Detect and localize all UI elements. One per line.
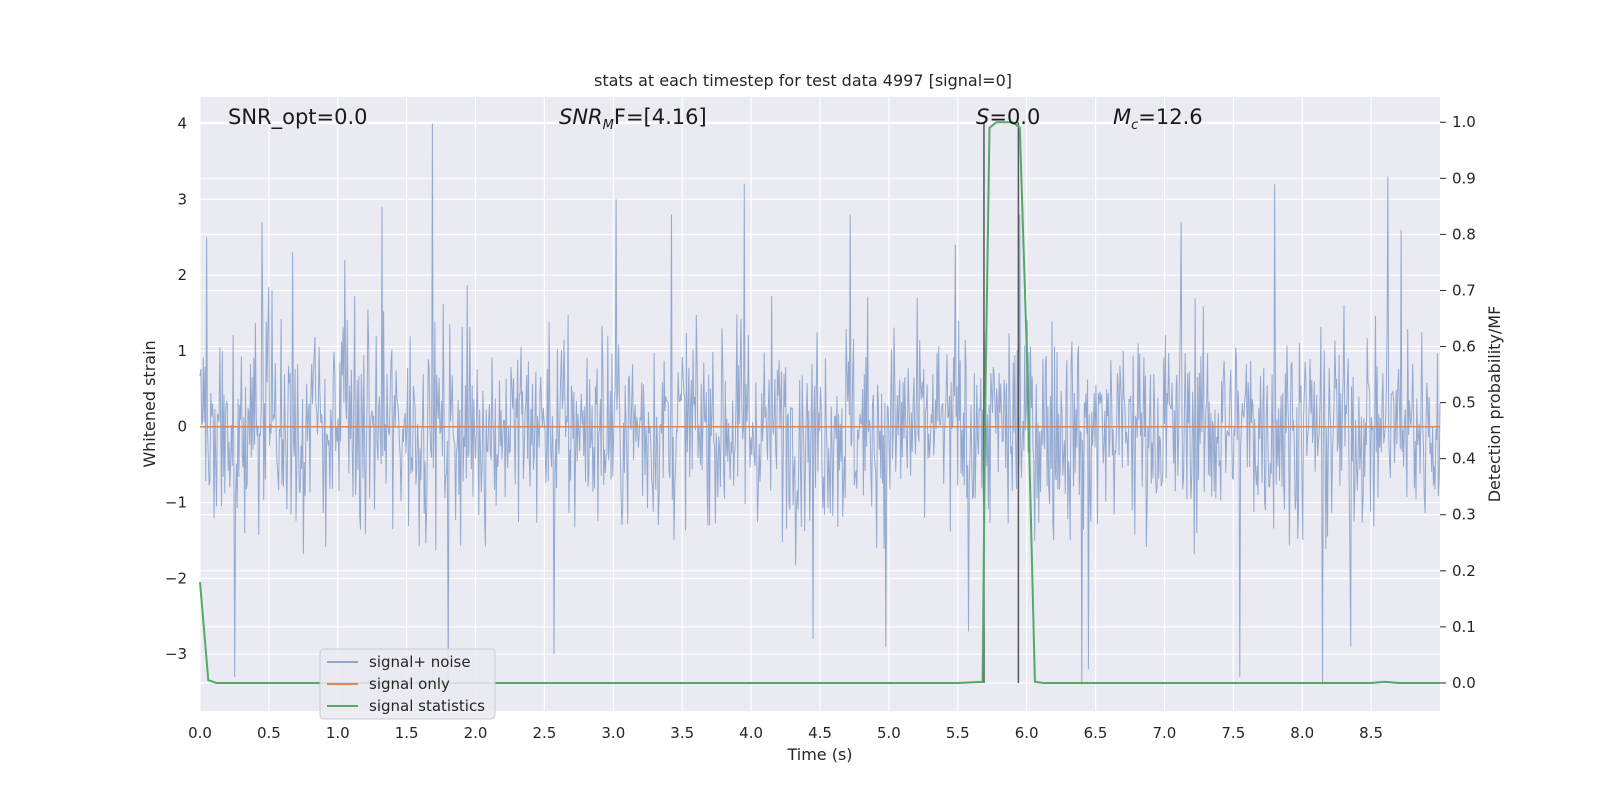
x-ticks: 0.0 0.5 1.0 1.5 2.0 2.5 3.0 3.5 4.0 4.5 5.0 5.5 6.0 6… xyxy=(188,724,1383,742)
y-tick-label: 0 xyxy=(177,418,187,436)
x-tick-label: 0.0 xyxy=(188,724,212,742)
x-tick-label: 6.5 xyxy=(1084,724,1108,742)
x-tick-label: 8.0 xyxy=(1290,724,1314,742)
y-tick-label: −1 xyxy=(165,494,187,512)
legend-label-statistics: signal statistics xyxy=(369,697,485,715)
y2-tick-label: 0.8 xyxy=(1452,225,1476,243)
x-tick-label: 2.0 xyxy=(464,724,488,742)
annotation-s-rest: =0.0 xyxy=(989,105,1040,129)
annotation-snr-opt: SNR_opt=0.0 xyxy=(228,105,368,130)
signal-noise-series xyxy=(199,123,1441,685)
annotation-mc-rest: =12.6 xyxy=(1138,105,1202,129)
x-tick-label: 5.5 xyxy=(946,724,970,742)
y-tick-label: 1 xyxy=(177,342,187,360)
x-tick-label: 1.0 xyxy=(326,724,350,742)
x-tick-label: 6.0 xyxy=(1015,724,1039,742)
y-tick-label: 4 xyxy=(177,115,187,133)
y2-tick-label: 0.1 xyxy=(1452,618,1476,636)
y2-tick-label: 0.6 xyxy=(1452,338,1476,356)
annotation-snr-mf-rest: F=[4.16] xyxy=(614,105,707,129)
y-axis-label: Whitened strain xyxy=(140,340,159,467)
y2-ticks: 0.0 0.1 0.2 0.3 0.4 0.5 0.6 0.7 0.8 0.9 1.0 xyxy=(1440,113,1476,692)
y2-tick-label: 0.5 xyxy=(1452,394,1476,412)
y2-tick-label: 0.4 xyxy=(1452,450,1476,468)
annotation-mc-main: M xyxy=(1113,105,1131,129)
y2-tick-label: 0.9 xyxy=(1452,169,1476,187)
legend: signal+ noise signal only signal statist… xyxy=(319,648,496,720)
y2-tick-label: 0.2 xyxy=(1452,562,1476,580)
annotation-mc: Mc=12.6 xyxy=(1113,105,1203,133)
x-tick-label: 0.5 xyxy=(257,724,281,742)
y2-tick-label: 1.0 xyxy=(1452,113,1476,131)
y2-tick-label: 0.3 xyxy=(1452,506,1476,524)
x-tick-label: 7.0 xyxy=(1153,724,1177,742)
x-tick-label: 1.5 xyxy=(395,724,419,742)
x-tick-label: 4.0 xyxy=(739,724,763,742)
x-tick-label: 3.5 xyxy=(670,724,694,742)
y-tick-label: −2 xyxy=(165,569,187,587)
x-tick-label: 7.5 xyxy=(1221,724,1245,742)
chart-title: stats at each timestep for test data 499… xyxy=(594,71,1012,90)
annotation-snr-mf-main: SNR xyxy=(559,105,603,129)
legend-label-noise: signal+ noise xyxy=(369,653,471,671)
x-tick-label: 2.5 xyxy=(533,724,557,742)
annotation-snr-mf-sub: M xyxy=(603,118,614,133)
y2-tick-label: 0.0 xyxy=(1452,674,1476,692)
legend-box xyxy=(319,648,496,720)
y2-tick-label: 0.7 xyxy=(1452,281,1476,299)
annotation-mc-sub: c xyxy=(1131,118,1138,133)
x-tick-label: 4.5 xyxy=(808,724,832,742)
y-ticks: −3 −2 −1 0 1 2 3 4 xyxy=(165,115,187,664)
signal-noise-line xyxy=(199,123,1441,685)
x-axis-label: Time (s) xyxy=(786,745,852,764)
y2-axis-label: Detection probability/MF xyxy=(1485,306,1504,503)
x-tick-label: 8.5 xyxy=(1359,724,1383,742)
annotation-s: S=0.0 xyxy=(976,105,1040,129)
y-tick-label: 3 xyxy=(177,190,187,208)
x-tick-label: 3.0 xyxy=(601,724,625,742)
y-tick-label: −3 xyxy=(165,645,187,663)
legend-label-signal: signal only xyxy=(369,675,450,693)
annotation-snr-mf: SNRMF=[4.16] xyxy=(559,105,707,133)
y-tick-label: 2 xyxy=(177,266,187,284)
annotation-s-main: S xyxy=(976,105,989,129)
x-tick-label: 5.0 xyxy=(877,724,901,742)
